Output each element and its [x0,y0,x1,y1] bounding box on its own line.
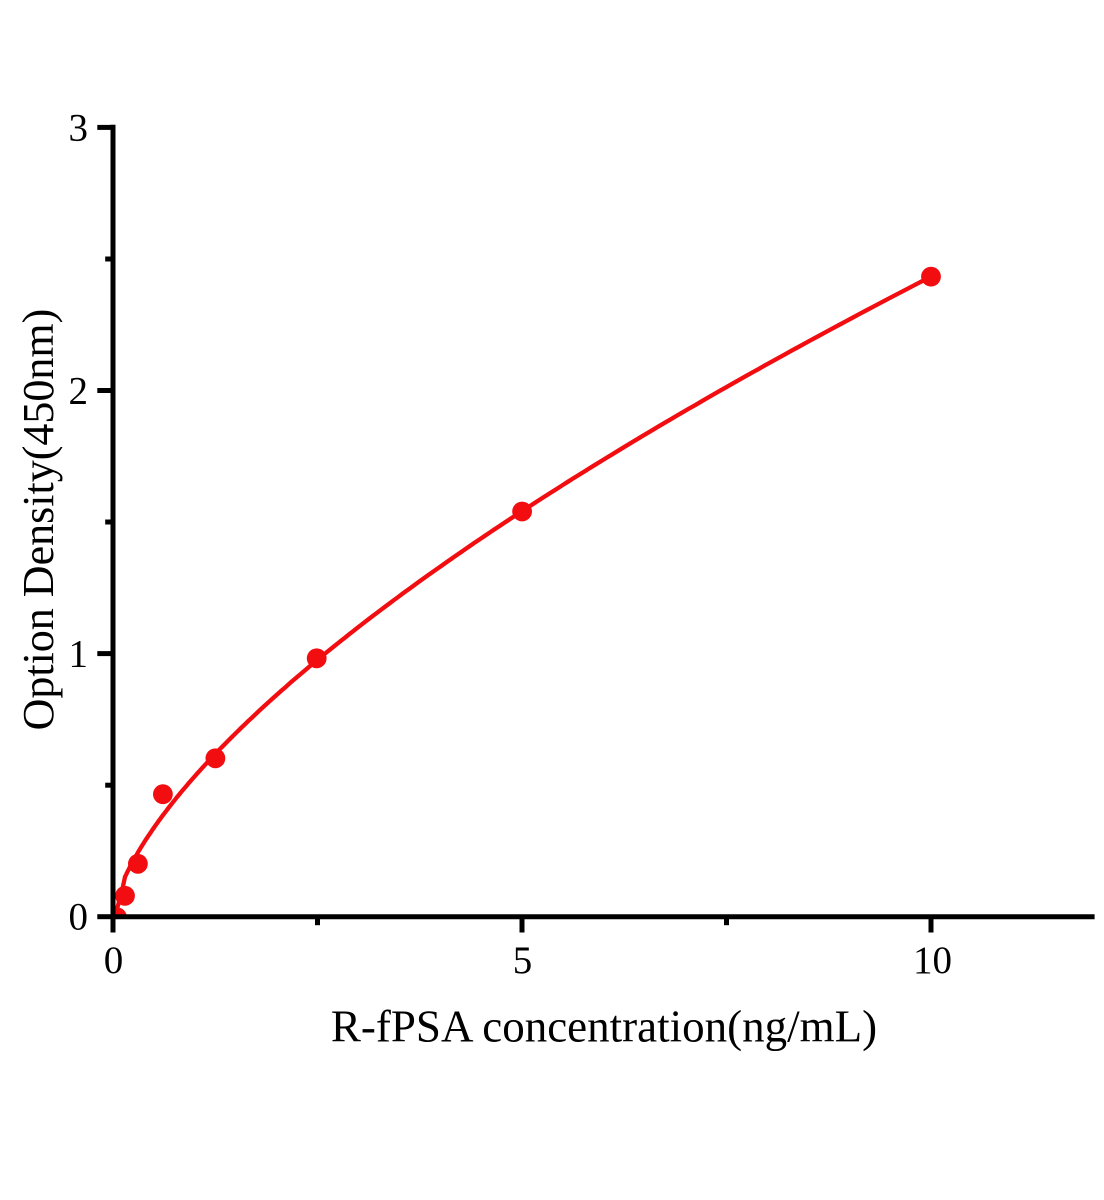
svg-text:2: 2 [69,370,89,413]
svg-text:10: 10 [913,939,952,982]
svg-text:1: 1 [69,633,89,676]
svg-text:3: 3 [69,106,89,149]
svg-text:0: 0 [69,896,89,939]
svg-text:R-fPSA concentration(ng/mL): R-fPSA concentration(ng/mL) [331,1002,877,1052]
svg-text:5: 5 [513,939,533,982]
svg-text:0: 0 [104,939,124,982]
svg-text:Option Density(450nm): Option Density(450nm) [14,309,63,731]
